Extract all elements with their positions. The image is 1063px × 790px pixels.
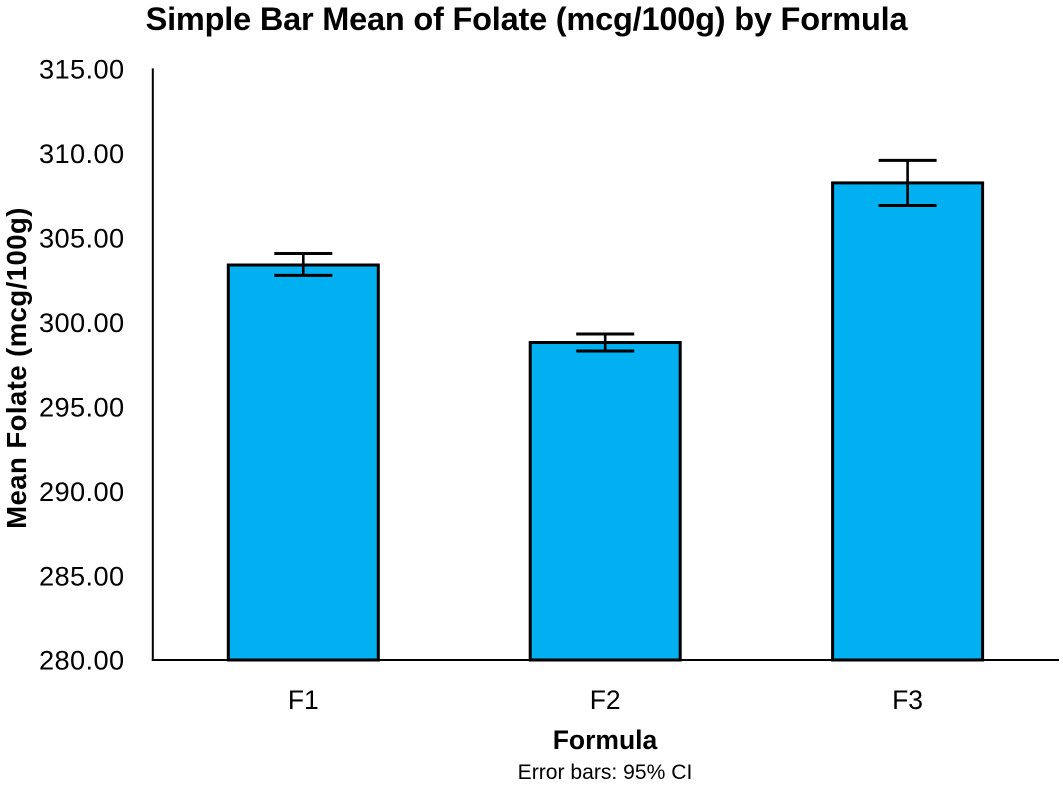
svg-text:310.00: 310.00 bbox=[39, 138, 125, 169]
svg-text:285.00: 285.00 bbox=[39, 560, 125, 591]
svg-text:F1: F1 bbox=[288, 685, 319, 715]
svg-text:300.00: 300.00 bbox=[39, 307, 125, 338]
svg-text:Simple Bar Mean of Folate (mcg: Simple Bar Mean of Folate (mcg/100g) by … bbox=[146, 1, 909, 37]
svg-text:Formula: Formula bbox=[553, 725, 658, 755]
svg-text:F3: F3 bbox=[892, 685, 923, 715]
svg-text:280.00: 280.00 bbox=[39, 645, 125, 676]
svg-text:305.00: 305.00 bbox=[39, 223, 125, 254]
svg-text:315.00: 315.00 bbox=[39, 54, 125, 85]
svg-text:295.00: 295.00 bbox=[39, 391, 125, 422]
svg-text:Mean Folate (mcg/100g): Mean Folate (mcg/100g) bbox=[1, 207, 32, 529]
svg-text:290.00: 290.00 bbox=[39, 476, 125, 507]
svg-text:F2: F2 bbox=[590, 685, 621, 715]
svg-text:Error bars: 95% CI: Error bars: 95% CI bbox=[518, 761, 693, 784]
